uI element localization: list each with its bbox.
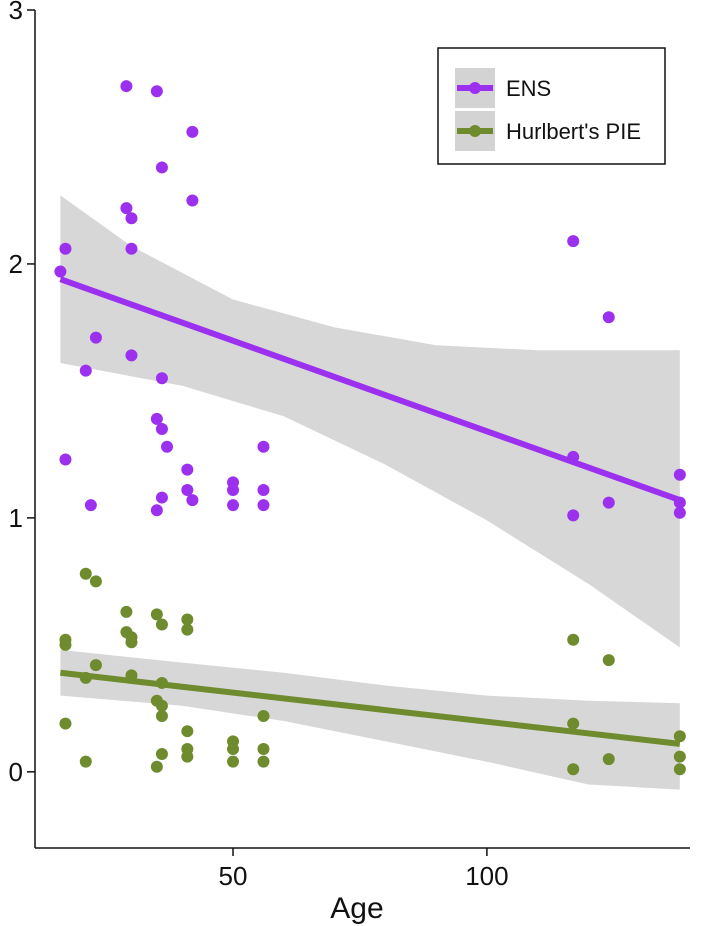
point-pie	[155, 699, 168, 712]
y-tick-label: 0	[9, 757, 23, 787]
point-ens	[181, 483, 194, 496]
point-pie	[59, 638, 72, 651]
legend-label-pie: Hurlbert's PIE	[506, 119, 641, 144]
point-pie	[257, 755, 270, 768]
confidence-band-ens	[60, 195, 680, 648]
point-ens	[567, 235, 580, 248]
point-ens	[120, 202, 133, 215]
point-ens	[257, 440, 270, 453]
x-tick-label: 50	[219, 861, 248, 891]
point-ens	[59, 453, 72, 466]
point-pie	[227, 742, 240, 755]
point-ens	[161, 440, 174, 453]
point-pie	[181, 750, 194, 763]
point-ens	[227, 499, 240, 512]
point-pie	[567, 717, 580, 730]
point-pie	[673, 750, 686, 763]
point-ens	[79, 364, 92, 377]
point-ens	[227, 483, 240, 496]
point-pie	[125, 669, 138, 682]
point-ens	[120, 80, 133, 93]
point-pie	[150, 760, 163, 773]
fit-line-ens	[59, 276, 681, 503]
point-pie	[227, 755, 240, 768]
legend-marker-pie	[469, 125, 481, 137]
point-ens	[257, 499, 270, 512]
point-ens	[257, 483, 270, 496]
legend-marker-ens	[469, 82, 481, 94]
point-pie	[602, 753, 615, 766]
point-pie	[155, 618, 168, 631]
point-ens	[186, 125, 199, 138]
point-ens	[125, 242, 138, 255]
point-ens	[155, 423, 168, 435]
point-pie	[155, 709, 168, 722]
axes: 0 1 2 3 50 100	[9, 0, 690, 891]
point-pie	[79, 755, 92, 768]
point-ens	[673, 506, 686, 519]
point-pie	[155, 676, 168, 689]
point-pie	[181, 725, 194, 738]
point-ens	[150, 412, 163, 425]
point-ens	[84, 499, 97, 512]
point-ens	[186, 194, 199, 207]
legend: ENS Hurlbert's PIE	[437, 47, 666, 165]
point-ens	[602, 496, 615, 509]
point-pie	[125, 636, 138, 649]
point-ens	[155, 372, 168, 385]
point-ens	[150, 85, 163, 98]
point-pie	[89, 575, 102, 588]
confidence-bands	[60, 195, 680, 790]
point-ens	[155, 161, 168, 174]
point-pie	[181, 613, 194, 626]
point-pie	[181, 623, 194, 636]
data-points	[54, 80, 686, 776]
y-tick-label: 3	[9, 0, 23, 25]
legend-label-ens: ENS	[506, 76, 551, 101]
point-ens	[673, 468, 686, 481]
point-ens	[155, 491, 168, 504]
point-pie	[257, 709, 270, 722]
point-pie	[602, 654, 615, 667]
point-pie	[79, 567, 92, 580]
point-pie	[150, 608, 163, 621]
point-pie	[89, 659, 102, 672]
y-tick-label: 1	[9, 503, 23, 533]
point-pie	[79, 671, 92, 684]
point-ens	[59, 242, 72, 255]
point-pie	[567, 763, 580, 776]
point-ens	[89, 331, 102, 344]
confidence-band-pie	[60, 649, 680, 790]
point-ens	[54, 265, 67, 278]
point-ens	[125, 212, 138, 225]
point-ens	[567, 509, 580, 522]
point-ens	[181, 463, 194, 476]
y-tick-label: 2	[9, 249, 23, 279]
point-pie	[155, 748, 168, 761]
point-pie	[257, 742, 270, 755]
point-ens	[673, 496, 686, 509]
x-tick-label: 100	[465, 861, 508, 891]
point-ens	[602, 311, 615, 324]
point-ens	[125, 349, 138, 362]
point-pie	[59, 717, 72, 730]
point-ens	[567, 450, 580, 463]
point-pie	[673, 730, 686, 743]
point-pie	[120, 605, 133, 618]
point-ens	[186, 494, 199, 507]
point-ens	[150, 504, 163, 517]
x-axis-title: Age	[330, 892, 383, 925]
point-pie	[673, 763, 686, 776]
point-pie	[567, 633, 580, 646]
